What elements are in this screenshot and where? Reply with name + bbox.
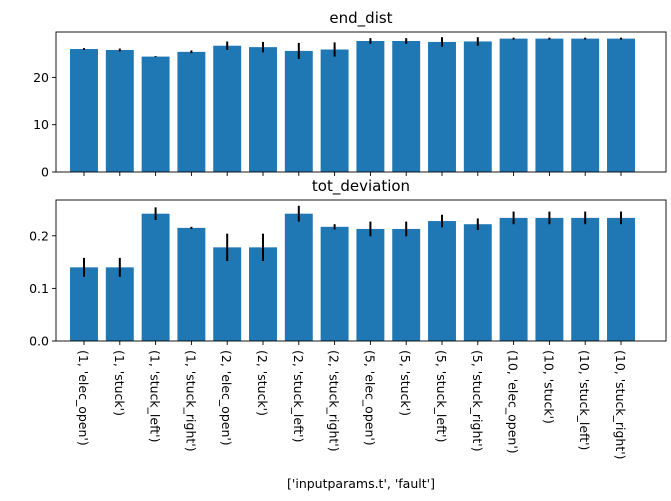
tot-deviation-x-tick-label: (5, 'stuck_left') (434, 350, 449, 442)
end-dist-bar (70, 49, 98, 173)
tot-deviation-x-tick-label: (10, 'stuck_right') (613, 350, 628, 460)
tot-deviation-x-tick-label: (10, 'stuck_left') (577, 350, 592, 450)
end-dist-bar (392, 40, 421, 173)
tot-deviation-bar (70, 267, 98, 341)
end-dist-bars (70, 37, 635, 173)
tot-deviation-x-tick-label: (2, 'stuck') (255, 350, 270, 416)
end-dist-bar (463, 41, 492, 173)
end-dist-bar (356, 40, 385, 173)
tot-deviation-y-axis: 0.0 0.1 0.2 (29, 228, 56, 349)
tot-deviation-bar (249, 247, 277, 341)
tot-deviation-y-tick-label: 0.1 (29, 281, 49, 296)
tot-deviation-bar (535, 217, 564, 341)
end-dist-panel: end_dist 0 10 20 (33, 9, 667, 180)
tot-deviation-x-tick-label: (5, 'stuck_right') (470, 350, 485, 452)
tot-deviation-y-tick-label: 0.0 (29, 334, 49, 349)
tot-deviation-bar (105, 267, 134, 341)
tot-deviation-bar (284, 213, 313, 341)
tot-deviation-bar (428, 221, 456, 341)
tot-deviation-bar (177, 227, 206, 341)
end-dist-plot-frame (55, 31, 667, 173)
tot-deviation-y-tick-label: 0.2 (29, 228, 49, 243)
tot-deviation-panel: tot_deviation 0.0 0.1 0.2 (1, 'elec_open')… (29, 177, 667, 460)
tot-deviation-x-tick-label: (10, 'stuck') (541, 350, 556, 424)
end-dist-bar (249, 47, 277, 173)
end-dist-x-axis (83, 172, 622, 176)
tot-deviation-x-tick-label: (1, 'stuck') (112, 350, 127, 416)
tot-deviation-bar (356, 228, 385, 341)
end-dist-bar (499, 38, 528, 173)
tot-deviation-plot-frame (55, 199, 667, 342)
tot-deviation-x-tick-label: (1, 'elec_open') (76, 350, 91, 446)
end-dist-y-axis: 0 10 20 (33, 70, 56, 180)
end-dist-bar (428, 41, 456, 172)
tot-deviation-x-tick-label: (5, 'elec_open') (362, 350, 377, 446)
end-dist-bar (607, 38, 635, 173)
end-dist-bar (141, 56, 170, 173)
tot-deviation-bar (141, 213, 170, 341)
tot-deviation-bar (213, 247, 242, 341)
tot-deviation-bar (607, 217, 635, 341)
tot-deviation-bar (320, 226, 349, 341)
end-dist-y-tick-label: 10 (33, 117, 49, 132)
tot-deviation-bar (392, 228, 421, 341)
tot-deviation-bar (571, 217, 600, 341)
end-dist-bar (571, 38, 600, 173)
tot-deviation-x-axis: (1, 'elec_open') (1, 'stuck') (1, 'stuck_l… (76, 341, 628, 460)
end-dist-bar (284, 50, 313, 173)
tot-deviation-x-tick-label: (1, 'stuck_left') (148, 350, 163, 442)
end-dist-y-tick-label: 0 (41, 165, 49, 180)
end-dist-bar (213, 45, 242, 172)
tot-deviation-x-tick-label: (10, 'elec_open') (506, 350, 521, 454)
end-dist-bar (535, 38, 564, 173)
tot-deviation-bar (499, 217, 528, 341)
tot-deviation-x-tick-label: (5, 'stuck') (398, 350, 413, 416)
tot-deviation-x-tick-label: (2, 'stuck_right') (327, 350, 342, 452)
tot-deviation-bar (463, 224, 492, 341)
tot-deviation-x-tick-label: (2, 'elec_open') (219, 350, 234, 446)
end-dist-title: end_dist (329, 9, 392, 28)
end-dist-y-tick-label: 20 (33, 70, 49, 85)
end-dist-bar (105, 49, 134, 172)
tot-deviation-x-tick-label: (1, 'stuck_right') (183, 350, 198, 452)
x-axis-label: ['inputparams.t', 'fault'] (287, 476, 435, 491)
end-dist-bar (177, 51, 206, 172)
tot-deviation-x-tick-label: (2, 'stuck_left') (291, 350, 306, 442)
tot-deviation-title: tot_deviation (312, 177, 410, 196)
end-dist-bar (320, 49, 349, 172)
tot-deviation-bars (70, 205, 635, 341)
